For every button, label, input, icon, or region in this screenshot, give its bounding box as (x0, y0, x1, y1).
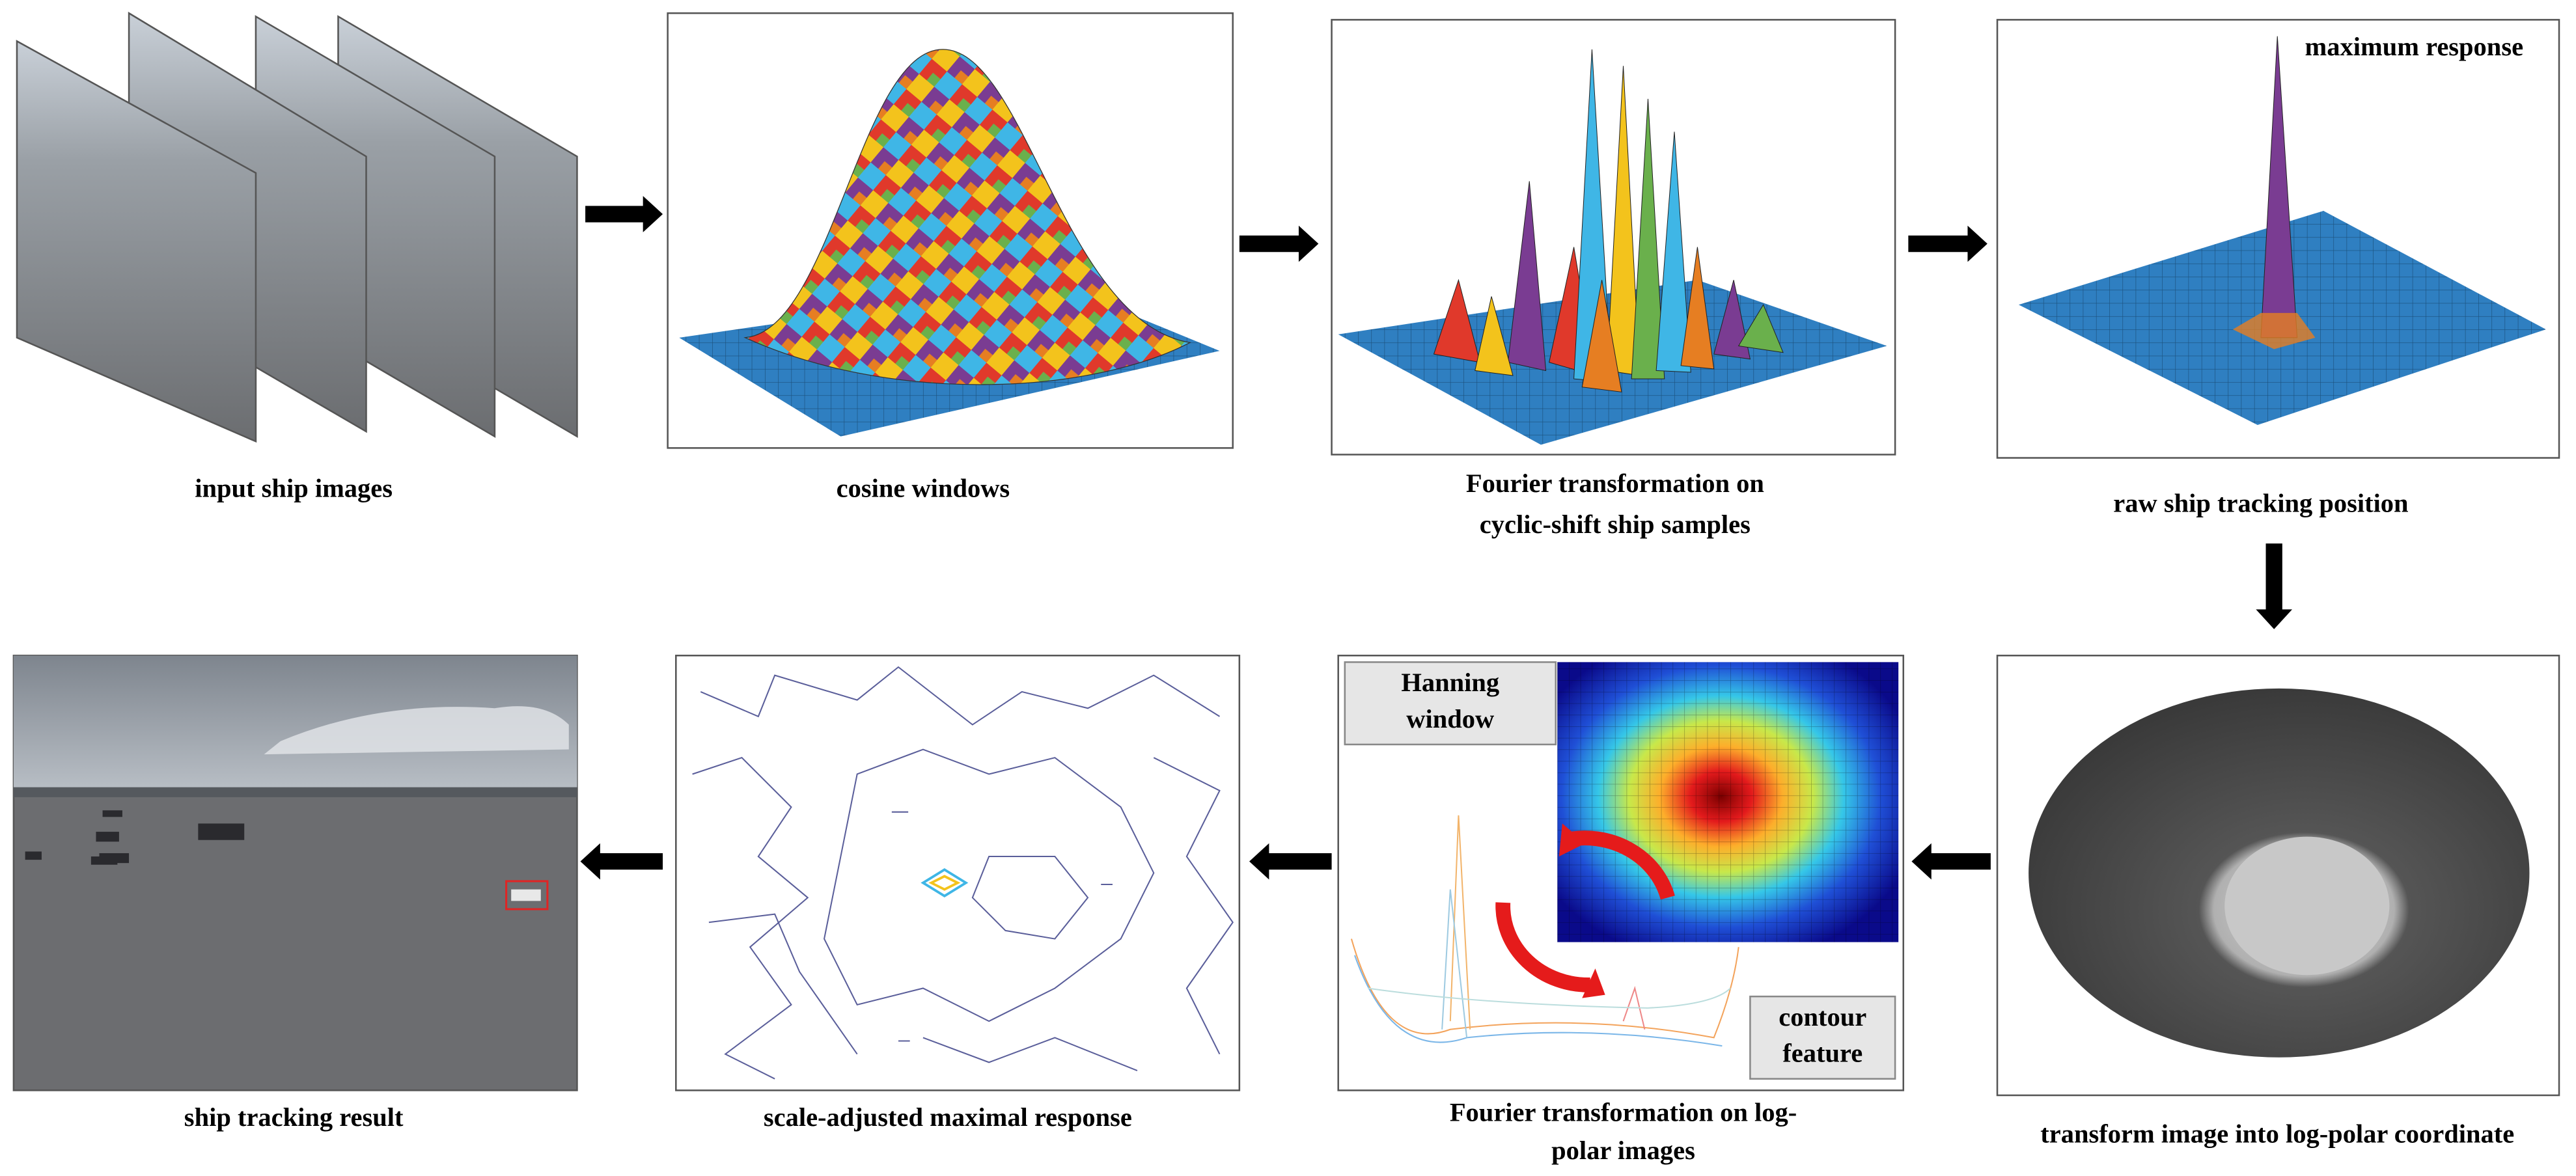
annotation: Hanning (1401, 668, 1499, 697)
panel-label: Fourier transformation on (1466, 469, 1764, 498)
hanning-grid (1557, 662, 1899, 942)
annotation: feature (1782, 1039, 1863, 1068)
panel-label: scale-adjusted maximal response (764, 1102, 1132, 1132)
cloud (264, 706, 569, 755)
panel-label: transform image into log-polar coordinat… (2040, 1119, 2514, 1149)
response-peak (921, 868, 969, 897)
annotation: contour (1779, 1002, 1866, 1032)
tracking-box (505, 880, 549, 910)
annotation: window (1406, 704, 1495, 733)
peak-base (2232, 312, 2316, 349)
annotation: maximum response (2305, 32, 2524, 61)
response-peak (928, 875, 961, 891)
panel-label: polar images (1551, 1136, 1695, 1165)
bell-surface (743, 49, 1191, 385)
log-polar-center (2224, 836, 2390, 976)
panel-label: input ship images (195, 473, 393, 502)
hanning-label-box (1344, 661, 1557, 746)
cycle-arrows (1495, 823, 1675, 998)
panel-frame (675, 654, 1241, 1091)
shoreline (13, 787, 577, 797)
panel-label: Fourier transformation on log- (1450, 1098, 1797, 1127)
arrows (580, 196, 2293, 880)
panel-label: cyclic-shift ship samples (1480, 510, 1751, 539)
contour-curves (1350, 815, 1739, 1047)
contour-lines (692, 666, 1234, 1080)
contour-label-box (1749, 995, 1896, 1080)
spikes (1433, 49, 1784, 392)
ships (25, 810, 541, 901)
panel-label: ship tracking result (184, 1102, 404, 1132)
panel-label: raw ship tracking position (2113, 488, 2408, 517)
input-images (16, 12, 578, 443)
panel-label: cosine windows (837, 473, 1010, 502)
